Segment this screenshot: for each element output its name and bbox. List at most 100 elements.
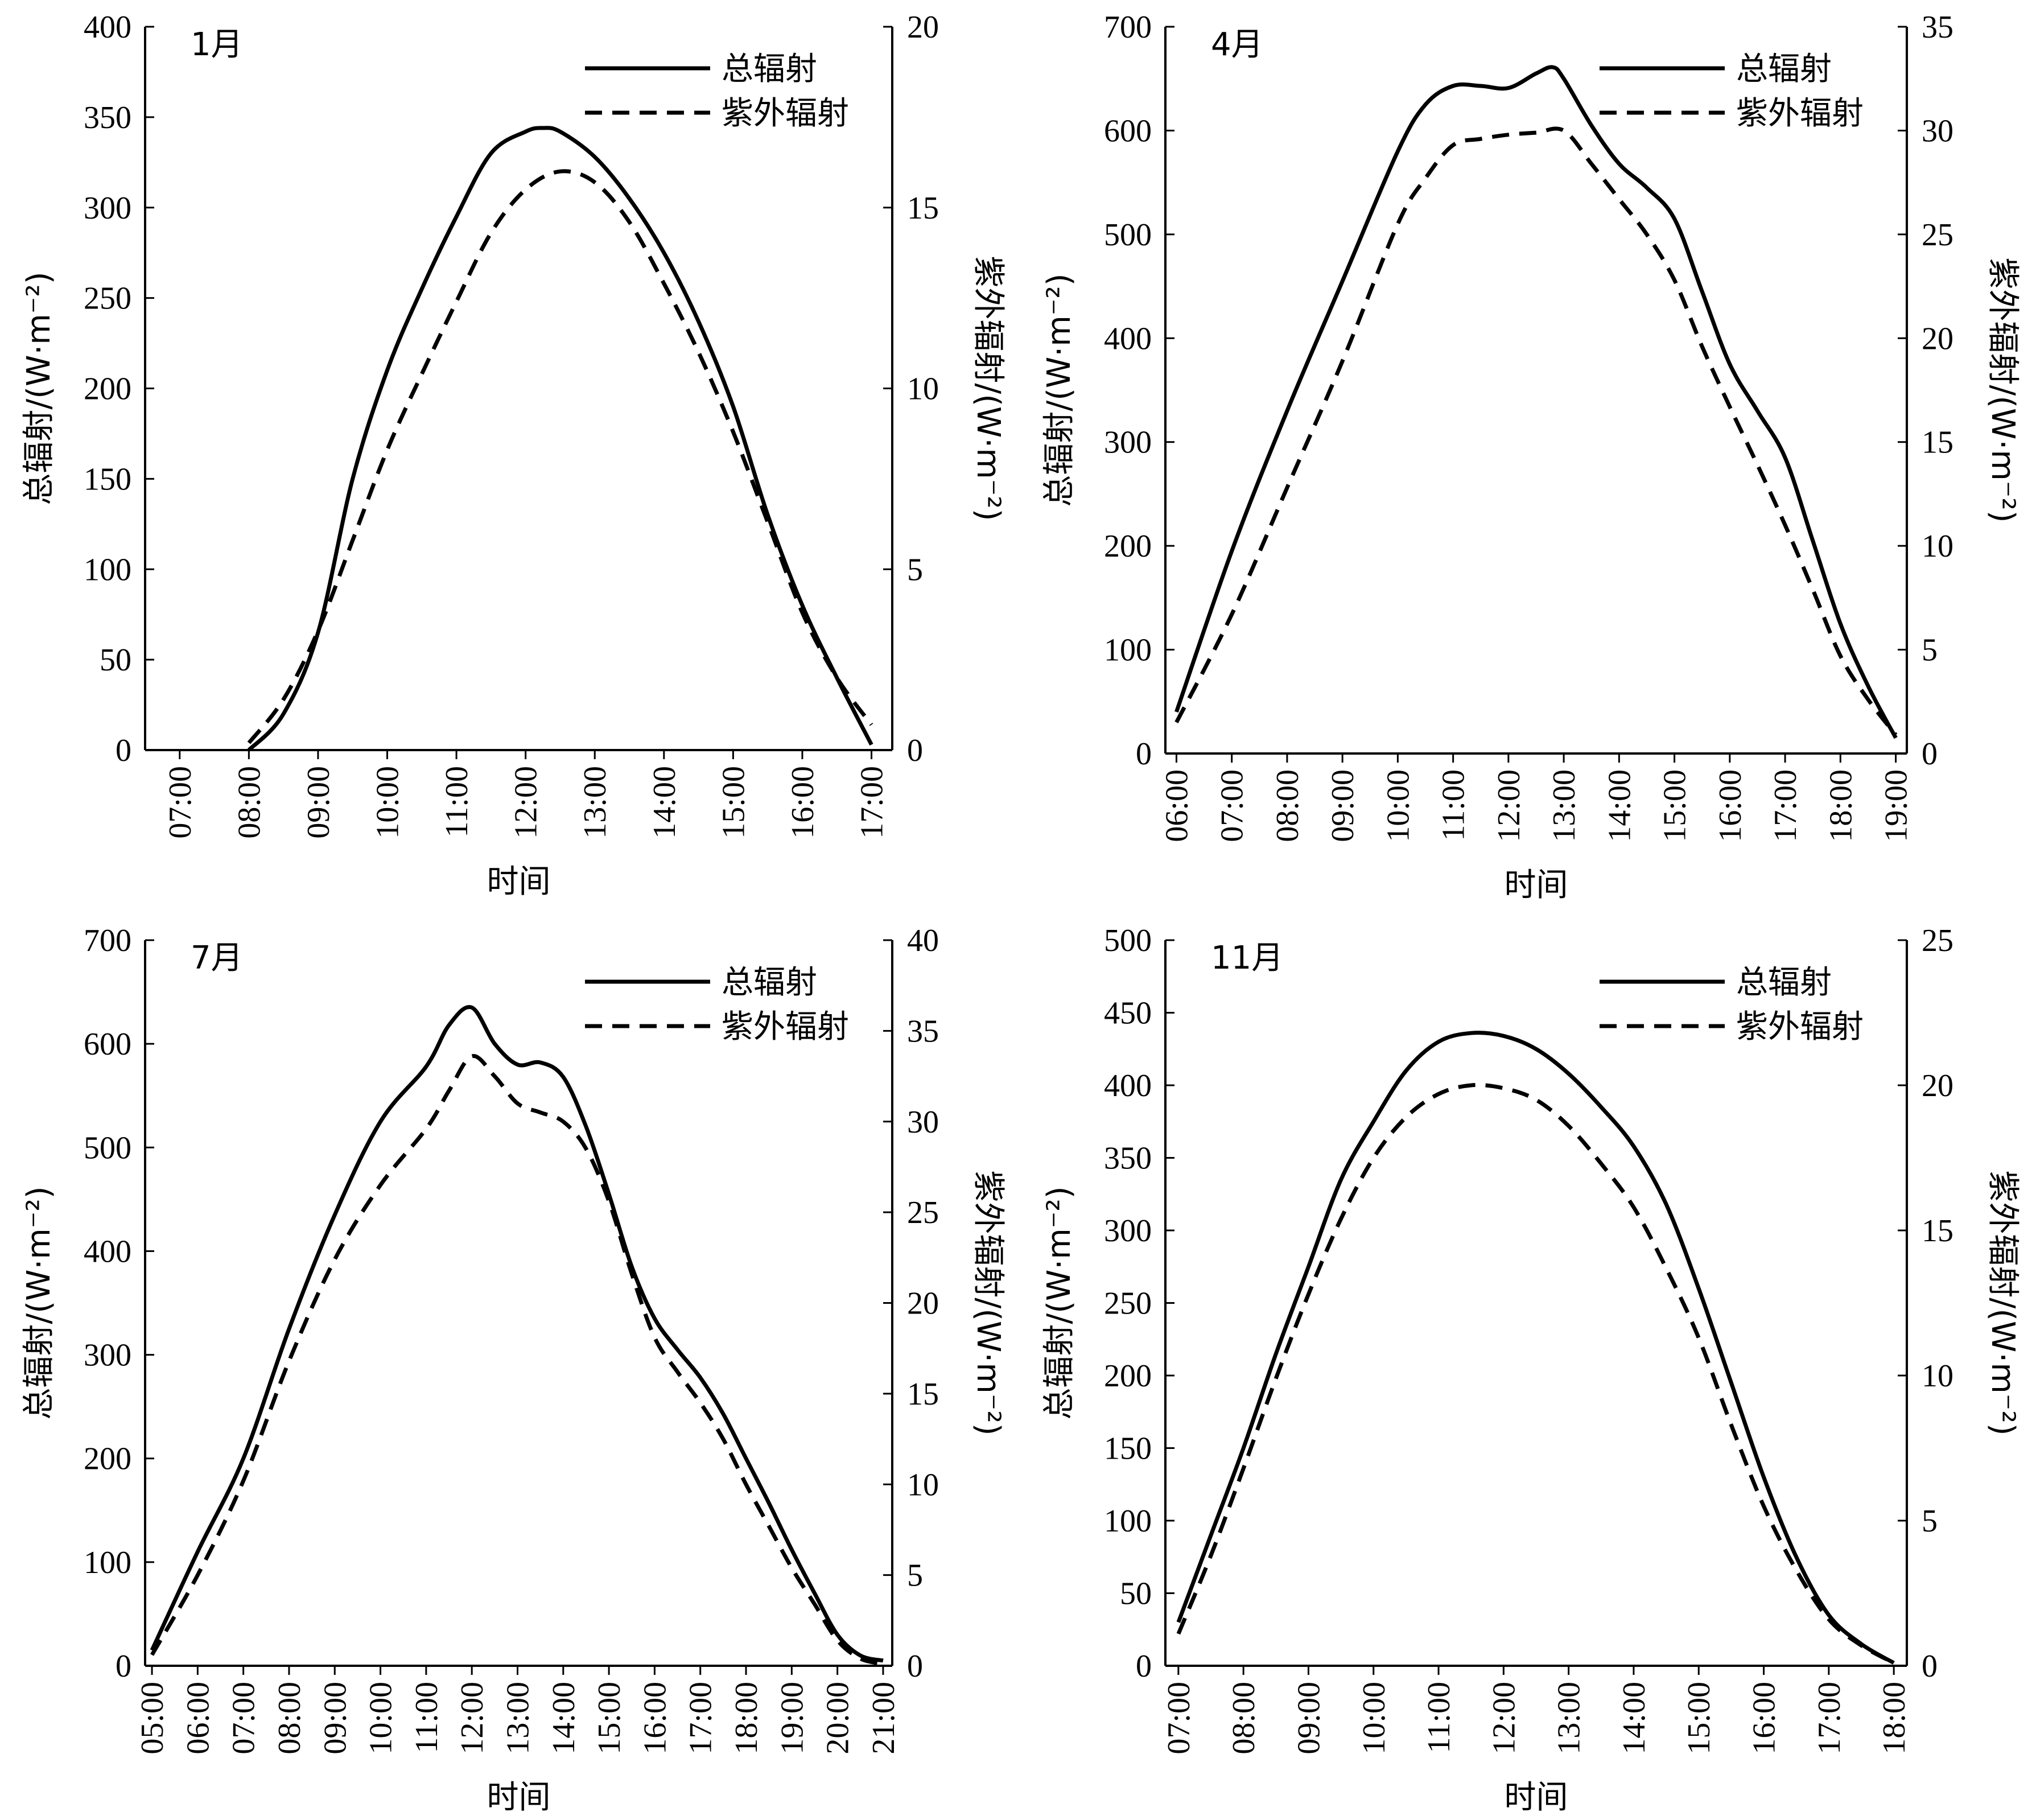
y-right-tick-label: 25: [1922, 923, 1953, 958]
x-tick-label: 18:00: [1823, 769, 1858, 842]
y-right-tick-label: 5: [907, 552, 923, 587]
y-left-tick-label: 200: [84, 372, 131, 407]
y-left-tick-label: 400: [84, 1234, 131, 1269]
y-right-tick-label: 0: [1922, 736, 1938, 772]
series-line-uv: [1176, 1082, 1895, 1665]
x-axis-title: 时间: [487, 863, 551, 900]
y-left-tick-label: 300: [84, 1338, 131, 1373]
legend-label: 紫外辐射: [722, 95, 849, 132]
x-tick-label: 19:00: [774, 1682, 810, 1755]
x-tick-label: 07:00: [1161, 1682, 1197, 1755]
y-right-tick-label: 20: [1922, 321, 1953, 356]
legend-label: 紫外辐射: [1736, 1008, 1864, 1045]
x-tick-label: 15:00: [592, 1682, 627, 1755]
x-tick-label: 13:00: [1547, 769, 1582, 842]
y-right-tick-label: 20: [1922, 1068, 1953, 1103]
y-left-tick-label: 700: [84, 923, 131, 958]
x-tick-label: 17:00: [1812, 1682, 1847, 1755]
y-right-tick-label: 40: [907, 923, 939, 958]
y-right-tick-label: 15: [1922, 1213, 1953, 1249]
series-line-uv: [150, 1054, 884, 1666]
x-axis-title: 时间: [1505, 1779, 1568, 1816]
x-tick-label: 10:00: [1357, 1682, 1392, 1755]
y-right-axis-title: 紫外辐射/(W·m⁻²): [970, 1170, 1007, 1435]
x-tick-label: 08:00: [1226, 1682, 1262, 1755]
x-tick-label: 12:00: [1486, 1682, 1522, 1755]
x-tick-label: 12:00: [455, 1682, 490, 1755]
x-tick-label: 08:00: [1270, 769, 1305, 842]
x-tick-label: 14:00: [1602, 769, 1637, 842]
y-left-axis-title: 总辐射/(W·m⁻²): [20, 1186, 57, 1419]
x-tick-label: 10:00: [1380, 769, 1416, 842]
y-left-tick-label: 400: [1104, 321, 1152, 356]
chart-panel: 0 100 200 300 400 500 600 700 0 5 10 15 20 25 30 35 40 05…: [20, 923, 1007, 1816]
x-tick-label: 06:00: [1159, 769, 1194, 842]
y-left-tick-label: 300: [84, 191, 131, 226]
y-left-tick-label: 500: [84, 1130, 131, 1166]
y-right-tick-label: 35: [1922, 10, 1953, 45]
legend-label: 总辐射: [1736, 51, 1832, 88]
x-tick-label: 11:00: [1421, 1682, 1457, 1753]
chart-panel: 0 100 200 300 400 500 600 700 0 5 10 15 20 25 30 35 06:0…: [1041, 10, 2021, 904]
panel-label: 4月: [1211, 26, 1263, 63]
x-tick-label: 16:00: [637, 1682, 673, 1755]
x-tick-label: 13:00: [1552, 1682, 1587, 1755]
y-left-tick-label: 350: [84, 100, 131, 135]
x-tick-label: 17:00: [855, 766, 890, 839]
y-right-tick-label: 15: [1922, 425, 1953, 460]
x-tick-label: 09:00: [1291, 1682, 1326, 1755]
y-left-tick-label: 0: [1136, 736, 1152, 772]
y-left-tick-label: 50: [100, 643, 131, 678]
chart-panel: 0 50 100 150 200 250 300 350 400 450 500 0 5 10 15 20 25…: [1041, 923, 2021, 1816]
x-tick-label: 07:00: [1215, 769, 1250, 842]
panel-label: 11月: [1211, 940, 1283, 977]
x-tick-label: 07:00: [163, 766, 198, 839]
y-right-tick-label: 5: [1922, 633, 1938, 668]
y-right-tick-label: 35: [907, 1014, 939, 1049]
y-right-axis-title: 紫外辐射/(W·m⁻²): [970, 256, 1007, 521]
x-axis-title: 时间: [487, 1779, 551, 1816]
y-left-tick-label: 200: [84, 1442, 131, 1477]
x-tick-label: 17:00: [683, 1682, 719, 1755]
x-tick-label: 13:00: [500, 1682, 535, 1755]
x-tick-label: 16:00: [785, 766, 821, 839]
y-left-tick-label: 0: [1136, 1649, 1152, 1684]
panel-label: 7月: [191, 940, 243, 977]
x-tick-label: 15:00: [1658, 769, 1693, 842]
y-left-tick-label: 250: [1104, 1286, 1152, 1321]
y-right-tick-label: 15: [907, 191, 939, 226]
y-right-axis-title: 紫外辐射/(W·m⁻²): [1984, 1170, 2021, 1435]
y-right-tick-label: 20: [907, 10, 939, 45]
y-left-tick-label: 500: [1104, 923, 1152, 958]
y-left-tick-label: 700: [1104, 10, 1152, 45]
y-right-tick-label: 30: [907, 1105, 939, 1140]
y-left-tick-label: 150: [84, 462, 131, 497]
legend-label: 紫外辐射: [722, 1008, 849, 1045]
y-left-tick-label: 500: [1104, 217, 1152, 253]
x-tick-label: 14:00: [647, 766, 682, 839]
series-line-total: [150, 1005, 884, 1663]
legend-label: 总辐射: [722, 51, 817, 88]
y-left-tick-label: 100: [1104, 633, 1152, 668]
y-left-tick-label: 200: [1104, 529, 1152, 564]
x-tick-label: 06:00: [180, 1682, 216, 1755]
y-right-tick-label: 5: [1922, 1504, 1938, 1539]
x-tick-label: 16:00: [1713, 769, 1748, 842]
x-tick-label: 16:00: [1747, 1682, 1782, 1755]
y-left-axis-title: 总辐射/(W·m⁻²): [20, 271, 57, 505]
x-tick-label: 11:00: [439, 766, 475, 837]
y-right-tick-label: 0: [1922, 1649, 1938, 1684]
y-left-axis-title: 总辐射/(W·m⁻²): [1041, 1186, 1078, 1419]
panel-label: 1月: [191, 26, 243, 63]
chart-panel: 0 50 100 150 200 250 300 350 400 0 5 10 15 20 07:00 08:…: [20, 10, 1007, 900]
x-tick-label: 09:00: [1325, 769, 1361, 842]
y-left-tick-label: 450: [1104, 996, 1152, 1031]
y-left-tick-label: 250: [84, 281, 131, 316]
x-tick-label: 10:00: [370, 766, 406, 839]
x-tick-label: 18:00: [1877, 1682, 1912, 1755]
x-tick-label: 10:00: [364, 1682, 399, 1755]
y-left-tick-label: 400: [84, 10, 131, 45]
x-tick-label: 14:00: [546, 1682, 582, 1755]
y-right-tick-label: 20: [907, 1286, 939, 1321]
